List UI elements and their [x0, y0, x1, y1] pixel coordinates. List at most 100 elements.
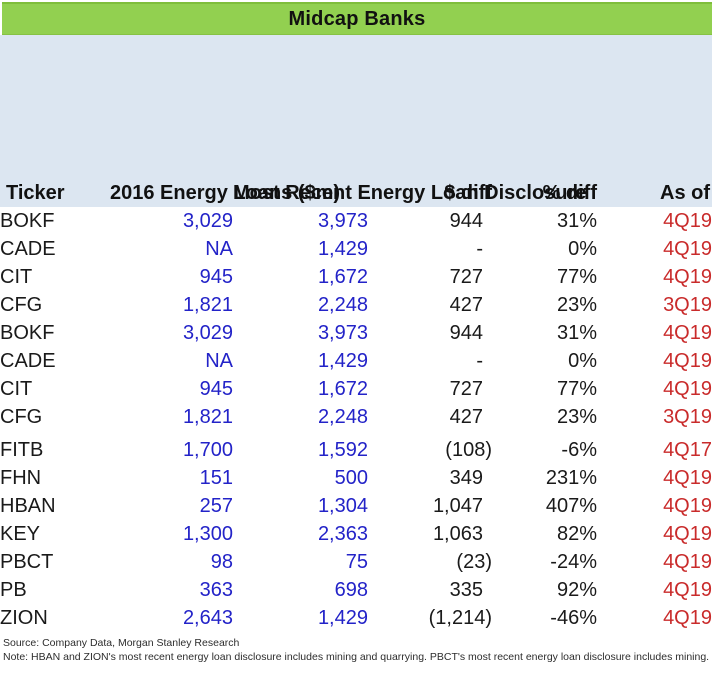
cell-pct_diff: 77% — [556, 266, 597, 288]
footer: Source: Company Data, Morgan Stanley Res… — [3, 637, 724, 664]
cell-dollar_diff: 349 — [449, 467, 483, 489]
cell-pct_diff: -6% — [561, 439, 597, 461]
cell-ticker: HBAN — [0, 495, 56, 517]
cell-dollar_diff: 427 — [449, 406, 483, 428]
cell-recent_disclosure: 500 — [334, 467, 368, 489]
cell-dollar_diff: 944 — [449, 322, 483, 344]
cell-recent_disclosure: 2,363 — [317, 523, 368, 545]
table-row: PBCT 98 75 (23) -24% 4Q19 — [0, 548, 712, 576]
cell-loans_2016: 1,821 — [182, 406, 233, 428]
cell-ticker: PBCT — [0, 551, 54, 573]
cell-recent_disclosure: 698 — [334, 579, 368, 601]
cell-as_of: 4Q19 — [663, 238, 712, 260]
cell-dollar_diff: 1,063 — [432, 523, 483, 545]
cell-dollar_diff: (108) — [445, 439, 492, 461]
cell-as_of: 3Q19 — [663, 406, 712, 428]
cell-dollar_diff: 427 — [449, 294, 483, 316]
cell-ticker: BOKF — [0, 322, 55, 344]
column-header-pct-diff: % diff — [492, 35, 597, 207]
cell-as_of: 4Q19 — [663, 322, 712, 344]
cell-dollar_diff: 727 — [449, 266, 483, 288]
table-title: Midcap Banks — [288, 7, 426, 30]
source-note: Source: Company Data, Morgan Stanley Res… — [3, 637, 240, 649]
midcap-banks-table: Ticker 2016 Energy Loans ($m) Most Recen… — [0, 35, 712, 632]
cell-dollar_diff: 335 — [449, 579, 483, 601]
table-row: CADE NA 1,429 - 0% 4Q19 — [0, 235, 712, 263]
cell-as_of: 4Q19 — [663, 378, 712, 400]
table-row: FHN 151 500 349 231% 4Q19 — [0, 464, 712, 492]
cell-pct_diff: -24% — [550, 551, 597, 573]
cell-recent_disclosure: 1,672 — [317, 378, 368, 400]
table-row: FITB 1,700 1,592 (108) -6% 4Q17 — [0, 436, 712, 464]
cell-as_of: 4Q19 — [663, 350, 712, 372]
cell-loans_2016: 1,821 — [182, 294, 233, 316]
cell-dollar_diff: - — [476, 350, 483, 372]
table-row: CFG 1,821 2,248 427 23% 3Q19 — [0, 291, 712, 319]
cell-as_of: 4Q19 — [663, 523, 712, 545]
column-header-recent-disclosure: Most Recent Energy Loan Disclosure — [233, 35, 586, 207]
cell-recent_disclosure: 2,248 — [317, 294, 368, 316]
cell-loans_2016: 2,643 — [182, 607, 233, 629]
cell-recent_disclosure: 1,304 — [317, 495, 368, 517]
cell-loans_2016: 151 — [199, 467, 233, 489]
table-row: CADE NA 1,429 - 0% 4Q19 — [0, 347, 712, 375]
cell-pct_diff: 407% — [545, 495, 597, 517]
cell-loans_2016: NA — [205, 350, 233, 372]
cell-as_of: 4Q17 — [663, 439, 712, 461]
column-header-as-of: As of — [597, 35, 712, 207]
cell-pct_diff: 77% — [556, 378, 597, 400]
column-header-ticker: Ticker — [0, 35, 110, 207]
cell-as_of: 4Q19 — [663, 210, 712, 232]
table-row: BOKF 3,029 3,973 944 31% 4Q19 — [0, 207, 712, 235]
table-row: KEY 1,300 2,363 1,063 82% 4Q19 — [0, 520, 712, 548]
cell-pct_diff: 23% — [556, 294, 597, 316]
cell-dollar_diff: (1,214) — [428, 607, 492, 629]
cell-ticker: BOKF — [0, 210, 55, 232]
cell-ticker: KEY — [0, 523, 41, 545]
cell-dollar_diff: 944 — [449, 210, 483, 232]
table-row: BOKF 3,029 3,973 944 31% 4Q19 — [0, 319, 712, 347]
cell-as_of: 4Q19 — [663, 495, 712, 517]
column-header-2016-energy-loans: 2016 Energy Loans ($m) — [110, 35, 340, 207]
cell-loans_2016: 1,700 — [182, 439, 233, 461]
cell-recent_disclosure: 3,973 — [317, 322, 368, 344]
cell-ticker: CFG — [0, 406, 43, 428]
cell-as_of: 4Q19 — [663, 579, 712, 601]
column-header-dollar-diff: $ diff — [368, 35, 492, 207]
cell-loans_2016: 3,029 — [182, 210, 233, 232]
cell-ticker: CIT — [0, 266, 33, 288]
cell-loans_2016: 1,300 — [182, 523, 233, 545]
cell-as_of: 3Q19 — [663, 294, 712, 316]
cell-loans_2016: 257 — [199, 495, 233, 517]
cell-ticker: CADE — [0, 350, 56, 372]
table-title-bar: Midcap Banks — [2, 2, 712, 35]
table-row: CFG 1,821 2,248 427 23% 3Q19 — [0, 403, 712, 431]
cell-pct_diff: 92% — [556, 579, 597, 601]
cell-pct_diff: 0% — [568, 350, 597, 372]
table-row: ZION 2,643 1,429 (1,214) -46% 4Q19 — [0, 604, 712, 632]
cell-ticker: FHN — [0, 467, 42, 489]
cell-loans_2016: NA — [205, 238, 233, 260]
table-row: CIT 945 1,672 727 77% 4Q19 — [0, 375, 712, 403]
cell-dollar_diff: (23) — [456, 551, 492, 573]
cell-pct_diff: -46% — [550, 607, 597, 629]
cell-as_of: 4Q19 — [663, 467, 712, 489]
cell-ticker: PB — [0, 579, 27, 601]
cell-dollar_diff: 1,047 — [432, 495, 483, 517]
cell-loans_2016: 3,029 — [182, 322, 233, 344]
cell-ticker: CIT — [0, 378, 33, 400]
header-row: Ticker 2016 Energy Loans ($m) Most Recen… — [0, 35, 712, 207]
table-row: PB 363 698 335 92% 4Q19 — [0, 576, 712, 604]
cell-recent_disclosure: 1,429 — [317, 238, 368, 260]
cell-ticker: ZION — [0, 607, 48, 629]
cell-pct_diff: 31% — [556, 322, 597, 344]
cell-dollar_diff: 727 — [449, 378, 483, 400]
cell-recent_disclosure: 2,248 — [317, 406, 368, 428]
cell-loans_2016: 945 — [199, 266, 233, 288]
cell-ticker: CFG — [0, 294, 43, 316]
table-header: Ticker 2016 Energy Loans ($m) Most Recen… — [0, 35, 712, 207]
cell-dollar_diff: - — [476, 238, 483, 260]
cell-loans_2016: 363 — [199, 579, 233, 601]
table-body: BOKF 3,029 3,973 944 31% 4Q19 CADE NA 1,429 - 0% 4Q… — [0, 207, 712, 632]
